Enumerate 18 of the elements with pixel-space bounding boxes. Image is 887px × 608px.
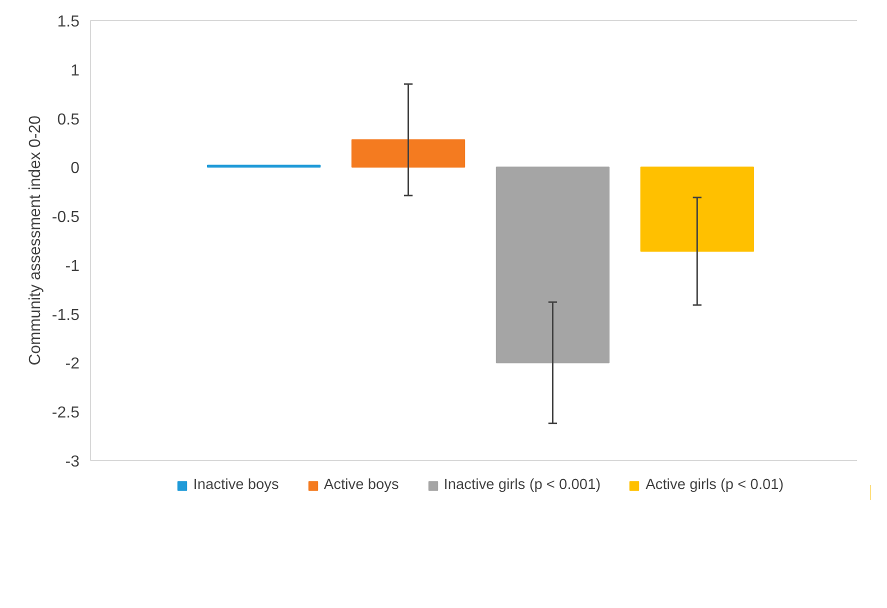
bar [351, 139, 466, 168]
y-tick-label: 0.5 [57, 111, 80, 128]
y-tick-label: -2 [65, 356, 80, 373]
y-tick-label: -1 [65, 258, 80, 275]
bar [496, 166, 610, 364]
y-tick-label: -3 [65, 454, 80, 470]
y-tick-label: 1 [70, 62, 80, 80]
legend-label: Inactive girls (p < 0.001) [444, 477, 601, 493]
y-tick-label: -0.5 [52, 209, 80, 226]
y-axis-title: Community assessment index 0-20 [26, 115, 44, 366]
y-tick-label: -2.5 [52, 404, 80, 422]
bar [640, 166, 754, 252]
legend-label: Active girls (p < 0.01) [646, 477, 784, 493]
y-tick-label: 1.5 [57, 14, 80, 30]
y-tick-label: 0 [70, 160, 80, 178]
legend-label: Inactive boys [193, 477, 279, 493]
y-tick-label: -1.5 [52, 306, 80, 324]
legend-label: Active boys [324, 477, 399, 493]
